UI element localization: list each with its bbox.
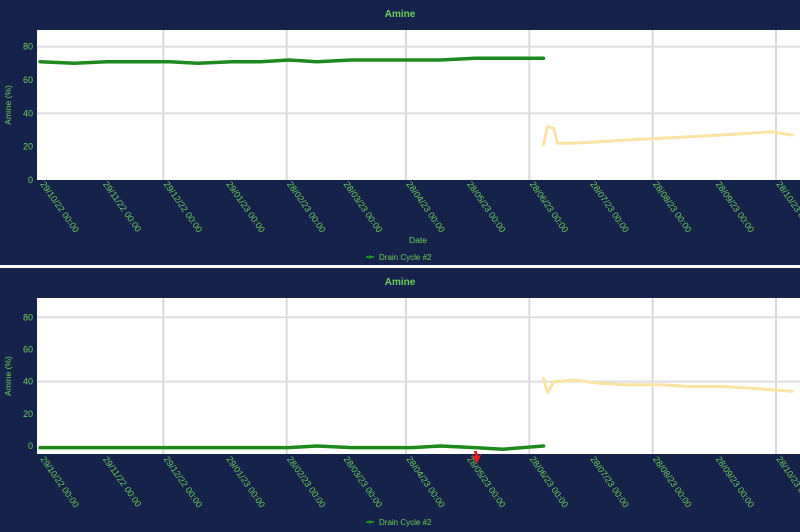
x-tick-label: 28/05/23 00:00: [465, 179, 508, 234]
chart-title: Amine: [385, 9, 416, 20]
x-tick-label: 28/05/23 00:00: [465, 454, 508, 509]
y-tick-label: 0: [28, 441, 33, 451]
y-tick-label: 0: [28, 175, 33, 185]
x-tick-label: 28/04/23 00:00: [404, 454, 447, 509]
x-tick-label: 28/09/23 00:00: [714, 179, 757, 234]
series-line-drain-cycle: [38, 444, 546, 451]
legend-marker: [368, 520, 372, 524]
chart-title: Amine: [385, 277, 416, 288]
x-tick-label: 29/11/22 00:00: [101, 454, 143, 508]
y-tick-label: 80: [23, 312, 33, 322]
y-tick-label: 60: [23, 75, 33, 85]
x-tick-label: 28/08/23 00:00: [651, 179, 694, 234]
legend-marker: [368, 255, 372, 259]
y-tick-label: 60: [23, 344, 33, 354]
x-tick-label: 28/07/23 00:00: [588, 454, 631, 509]
x-tick-label: 28/08/23 00:00: [651, 454, 694, 509]
series-line-drain-cycle: [38, 56, 546, 66]
x-tick-label: 28/04/23 00:00: [404, 179, 447, 234]
chart-panel-top: Amine 0 20 40 60 80 29/10/22 00:00 29/11/22 00:…: [3, 9, 800, 262]
y-tick-label: 40: [23, 108, 33, 118]
x-tick-label: 29/01/23 00:00: [224, 454, 267, 509]
legend-label: Drain Cycle #2: [379, 518, 432, 527]
x-axis-label: Date: [409, 235, 427, 245]
panel-divider: [0, 265, 800, 268]
plot-area: [37, 30, 800, 180]
x-tick-label: 29/01/23 00:00: [224, 179, 267, 234]
red-arrow-icon: [471, 451, 482, 464]
x-tick-label: 28/06/23 00:00: [528, 454, 571, 509]
series-line-secondary: [542, 125, 794, 147]
x-tick-label: 29/10/22 00:00: [38, 179, 81, 234]
x-tick-label: 29/11/22 00:00: [101, 179, 143, 233]
chart-svg-bottom: Amine 0 20 40 60 80 29/10/22 00:00 29/11/22 00:…: [3, 277, 800, 527]
chart-svg-top: Amine 0 20 40 60 80 29/10/22 00:00 29/11/22 00:…: [3, 9, 800, 262]
x-tick-label: 28/10/23 00:00: [774, 179, 800, 234]
y-axis-label: Amine (%): [3, 85, 13, 125]
y-tick-label: 40: [23, 377, 33, 387]
y-tick-label: 20: [23, 142, 33, 152]
y-tick-label: 20: [23, 409, 33, 419]
x-tick-label: 28/03/23 00:00: [342, 454, 385, 509]
series-line-secondary: [542, 376, 794, 395]
x-tick-label: 28/03/23 00:00: [342, 179, 385, 234]
legend-label: Drain Cycle #2: [379, 253, 432, 262]
x-tick-label: 29/10/22 00:00: [38, 454, 81, 509]
x-tick-label: 28/02/23 00:00: [285, 179, 328, 234]
y-axis-label: Amine (%): [3, 356, 13, 396]
x-tick-label: 29/12/22 00:00: [162, 179, 205, 234]
x-tick-label: 29/12/22 00:00: [162, 454, 205, 509]
x-tick-label: 28/07/23 00:00: [588, 179, 631, 234]
x-tick-label: 28/06/23 00:00: [528, 179, 571, 234]
y-tick-label: 80: [23, 42, 33, 52]
x-tick-label: 28/10/23 00:00: [774, 454, 800, 509]
plot-area: [37, 298, 800, 454]
x-tick-label: 28/02/23 00:00: [285, 454, 328, 509]
x-tick-label: 28/09/23 00:00: [714, 454, 757, 509]
chart-panel-bottom: Amine 0 20 40 60 80 29/10/22 00:00 29/11/22 00:…: [0, 268, 800, 532]
